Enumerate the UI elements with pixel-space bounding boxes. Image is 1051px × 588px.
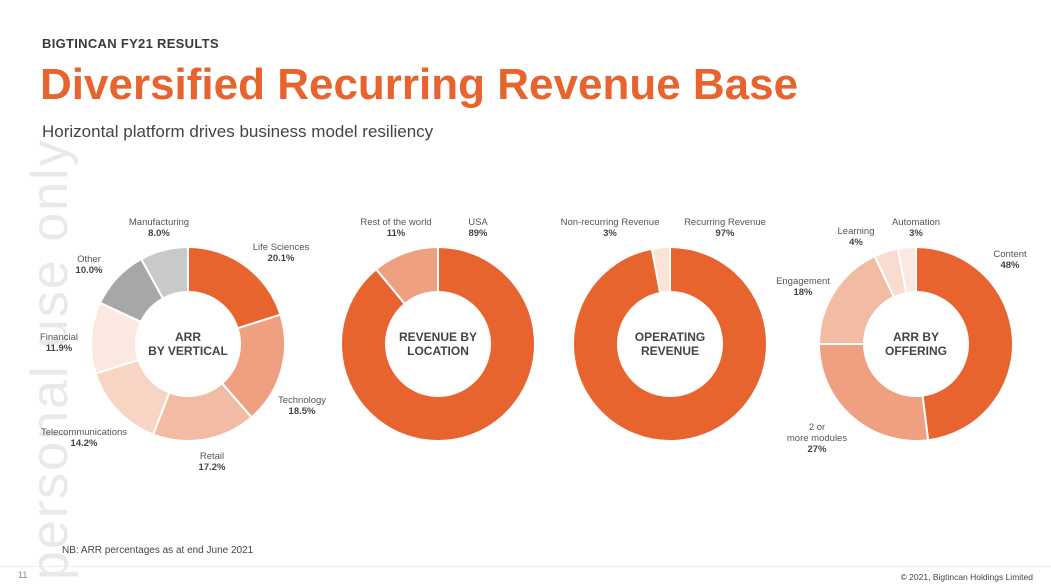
value-label: 48% bbox=[1000, 260, 1020, 271]
category-label: USA bbox=[468, 217, 488, 228]
value-label: 11.9% bbox=[46, 343, 73, 354]
center-label-line: REVENUE BY bbox=[399, 330, 477, 344]
value-label: 97% bbox=[715, 228, 735, 239]
page-subtitle: Horizontal platform drives business mode… bbox=[42, 122, 434, 141]
slice-non-recurring-revenue bbox=[650, 245, 671, 295]
category-label: Automation bbox=[892, 217, 940, 228]
slice-content bbox=[915, 245, 1014, 442]
center-label-line: REVENUE bbox=[641, 344, 699, 358]
footer-divider bbox=[0, 566, 1051, 567]
category-label: Financial bbox=[40, 332, 78, 343]
center-label-line: OFFERING bbox=[885, 344, 947, 358]
slice-recurring-revenue bbox=[572, 245, 768, 442]
center-label-line: LOCATION bbox=[407, 344, 469, 358]
category-label: Engagement bbox=[776, 276, 830, 287]
center-label-line: BY VERTICAL bbox=[148, 344, 228, 358]
value-label: 14.2% bbox=[71, 438, 98, 449]
category-label: 2 or bbox=[809, 422, 825, 433]
category-label: Manufacturing bbox=[129, 217, 189, 228]
category-label: Rest of the world bbox=[360, 217, 431, 228]
category-label: Other bbox=[77, 254, 101, 265]
category-label: more modules bbox=[787, 433, 847, 444]
value-label: 20.1% bbox=[268, 253, 295, 264]
slice-2-or-more-modules bbox=[817, 343, 930, 442]
category-label: Recurring Revenue bbox=[684, 217, 766, 228]
value-label: 18% bbox=[793, 287, 813, 298]
center-label-line: ARR BY bbox=[893, 330, 939, 344]
footnote: NB: ARR percentages as at end June 2021 bbox=[62, 545, 254, 556]
value-label: 4% bbox=[849, 237, 863, 248]
value-label: 89% bbox=[468, 228, 488, 239]
category-label: Content bbox=[993, 249, 1027, 260]
eyebrow: BIGTINCAN FY21 RESULTS bbox=[42, 36, 219, 51]
category-label: Retail bbox=[200, 451, 224, 462]
copyright: © 2021, Bigtincan Holdings Limited bbox=[900, 572, 1033, 582]
category-label: Non-recurring Revenue bbox=[561, 217, 660, 228]
value-label: 3% bbox=[603, 228, 617, 239]
slice-manufacturing bbox=[139, 245, 189, 300]
value-label: 27% bbox=[807, 444, 827, 455]
value-label: 8.0% bbox=[148, 228, 170, 239]
slice-automation bbox=[896, 245, 917, 295]
value-label: 18.5% bbox=[289, 406, 316, 417]
slice-rest-of-the-world bbox=[374, 245, 439, 306]
value-label: 11% bbox=[387, 228, 406, 239]
category-label: Telecommunications bbox=[41, 427, 127, 438]
center-label-line: ARR bbox=[175, 330, 201, 344]
page-number: 11 bbox=[18, 570, 28, 580]
slice-usa bbox=[340, 245, 536, 442]
page-title: Diversified Recurring Revenue Base bbox=[40, 60, 799, 109]
value-label: 3% bbox=[909, 228, 923, 239]
center-label-line: OPERATING bbox=[635, 330, 705, 344]
value-label: 10.0% bbox=[76, 265, 103, 276]
category-label: Learning bbox=[838, 226, 875, 237]
category-label: Life Sciences bbox=[253, 242, 310, 253]
category-label: Technology bbox=[278, 395, 326, 406]
value-label: 17.2% bbox=[199, 462, 226, 473]
